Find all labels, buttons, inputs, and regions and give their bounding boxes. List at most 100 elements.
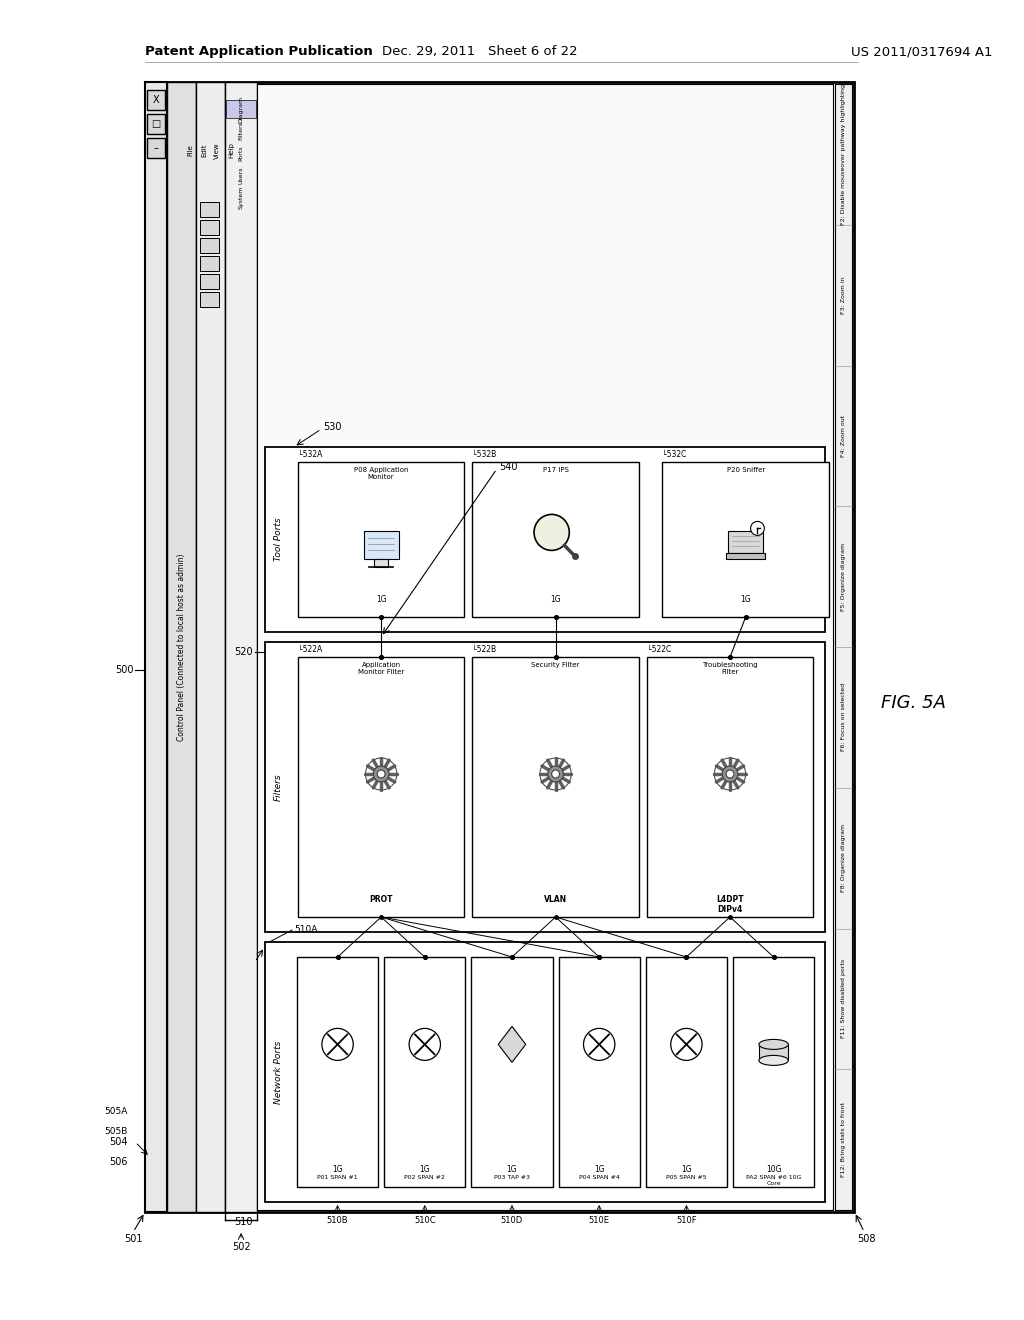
Text: 500: 500 [115, 664, 133, 675]
Text: Security Filter: Security Filter [531, 663, 580, 668]
Text: P04 SPAN #4: P04 SPAN #4 [579, 1175, 620, 1180]
Text: 1G: 1G [376, 595, 386, 605]
Text: 508: 508 [857, 1234, 876, 1243]
Text: 1G: 1G [681, 1166, 692, 1173]
Bar [264, 642, 825, 932]
Text: Tool Ports: Tool Ports [273, 517, 283, 561]
Text: └522B: └522B [472, 645, 497, 653]
Bar [200, 202, 219, 216]
Bar [167, 82, 196, 1212]
Circle shape [548, 766, 563, 781]
Bar [196, 82, 225, 1212]
Text: –: – [154, 143, 159, 153]
Bar [226, 100, 256, 117]
Text: 510C: 510C [414, 1216, 435, 1225]
Text: 510: 510 [234, 1217, 253, 1228]
Text: File
Edit
View
Help: File Edit View Help [187, 143, 233, 158]
Bar [297, 957, 378, 1187]
Bar [472, 462, 639, 616]
Text: F11: Show disabled ports: F11: Show disabled ports [841, 960, 846, 1039]
Bar [147, 90, 165, 110]
Text: 1G: 1G [594, 1166, 604, 1173]
Bar [145, 82, 854, 1212]
Bar [663, 462, 829, 616]
Text: 1G: 1G [332, 1166, 343, 1173]
Text: └532C: └532C [663, 450, 687, 459]
Text: 540: 540 [499, 462, 517, 473]
Text: F5: Organize diagram: F5: Organize diagram [841, 543, 846, 611]
Text: X: X [153, 95, 159, 106]
Bar [728, 532, 763, 553]
Text: F8: Organize diagram: F8: Organize diagram [841, 824, 846, 892]
Text: 1G: 1G [550, 595, 561, 605]
Circle shape [671, 1028, 702, 1060]
Bar [375, 560, 388, 568]
Bar [298, 657, 465, 917]
Text: Users: Users [239, 166, 244, 183]
Bar [147, 139, 165, 158]
Bar [364, 532, 398, 560]
Text: 510D: 510D [501, 1216, 523, 1225]
Text: Filters: Filters [239, 121, 244, 140]
Text: Ports: Ports [239, 145, 244, 161]
Text: └522C: └522C [647, 645, 671, 653]
Bar [647, 657, 813, 917]
Text: P20 Sniffer: P20 Sniffer [727, 467, 765, 473]
Text: F12: Bring stats to front: F12: Bring stats to front [841, 1102, 846, 1177]
Text: Diagram: Diagram [239, 95, 244, 123]
Text: └532B: └532B [472, 450, 497, 459]
Text: 520: 520 [234, 647, 253, 657]
Circle shape [722, 766, 738, 781]
Bar [733, 957, 814, 1187]
Bar [264, 942, 825, 1203]
Bar [145, 82, 167, 1212]
Text: 502: 502 [231, 1242, 250, 1251]
Text: └522A: └522A [298, 645, 323, 653]
Text: 510A: 510A [294, 925, 317, 935]
Text: P08 Application
Monitor: P08 Application Monitor [354, 467, 409, 480]
Text: PA2 SPAN #6 10G
Core: PA2 SPAN #6 10G Core [745, 1175, 802, 1185]
Bar [384, 957, 466, 1187]
Circle shape [377, 770, 385, 777]
Text: 1G: 1G [740, 595, 751, 605]
Bar [726, 553, 765, 560]
Bar [225, 82, 257, 1212]
Bar [200, 238, 219, 253]
Text: Filters: Filters [273, 774, 283, 801]
Circle shape [726, 770, 734, 777]
Text: Dec. 29, 2011   Sheet 6 of 22: Dec. 29, 2011 Sheet 6 of 22 [382, 45, 578, 58]
Text: 510B: 510B [327, 1216, 348, 1225]
Text: P03 TAP #3: P03 TAP #3 [494, 1175, 530, 1180]
Text: F2: Disable mouseover pathway highlighting: F2: Disable mouseover pathway highlighti… [841, 84, 846, 224]
Text: 504: 504 [109, 1137, 127, 1147]
Text: P01 SPAN #1: P01 SPAN #1 [317, 1175, 357, 1180]
Bar [835, 84, 853, 1210]
Text: US 2011/0317694 A1: US 2011/0317694 A1 [851, 45, 992, 58]
Text: 506: 506 [109, 1158, 127, 1167]
Text: 510E: 510E [589, 1216, 609, 1225]
Text: Network Ports: Network Ports [273, 1040, 283, 1104]
Bar [257, 84, 833, 1210]
Circle shape [322, 1028, 353, 1060]
Ellipse shape [759, 1056, 788, 1065]
Circle shape [552, 770, 559, 777]
Text: P05 SPAN #5: P05 SPAN #5 [666, 1175, 707, 1180]
Bar [472, 657, 639, 917]
Text: F6: Focus on selected: F6: Focus on selected [841, 684, 846, 751]
Text: 505B: 505B [104, 1127, 127, 1137]
Circle shape [584, 1028, 614, 1060]
Circle shape [751, 521, 764, 536]
Bar [759, 1044, 788, 1060]
Text: F4: Zoom out: F4: Zoom out [841, 414, 846, 457]
Bar [200, 275, 219, 289]
Text: 1G: 1G [420, 1166, 430, 1173]
Bar [147, 114, 165, 135]
Bar [646, 957, 727, 1187]
Text: P17 IPS: P17 IPS [543, 467, 568, 473]
Bar [298, 462, 465, 616]
Polygon shape [499, 1027, 525, 1063]
Text: P02 SPAN #2: P02 SPAN #2 [404, 1175, 445, 1180]
Text: □: □ [152, 119, 161, 129]
Text: 510F: 510F [676, 1216, 696, 1225]
Text: 501: 501 [124, 1234, 142, 1243]
